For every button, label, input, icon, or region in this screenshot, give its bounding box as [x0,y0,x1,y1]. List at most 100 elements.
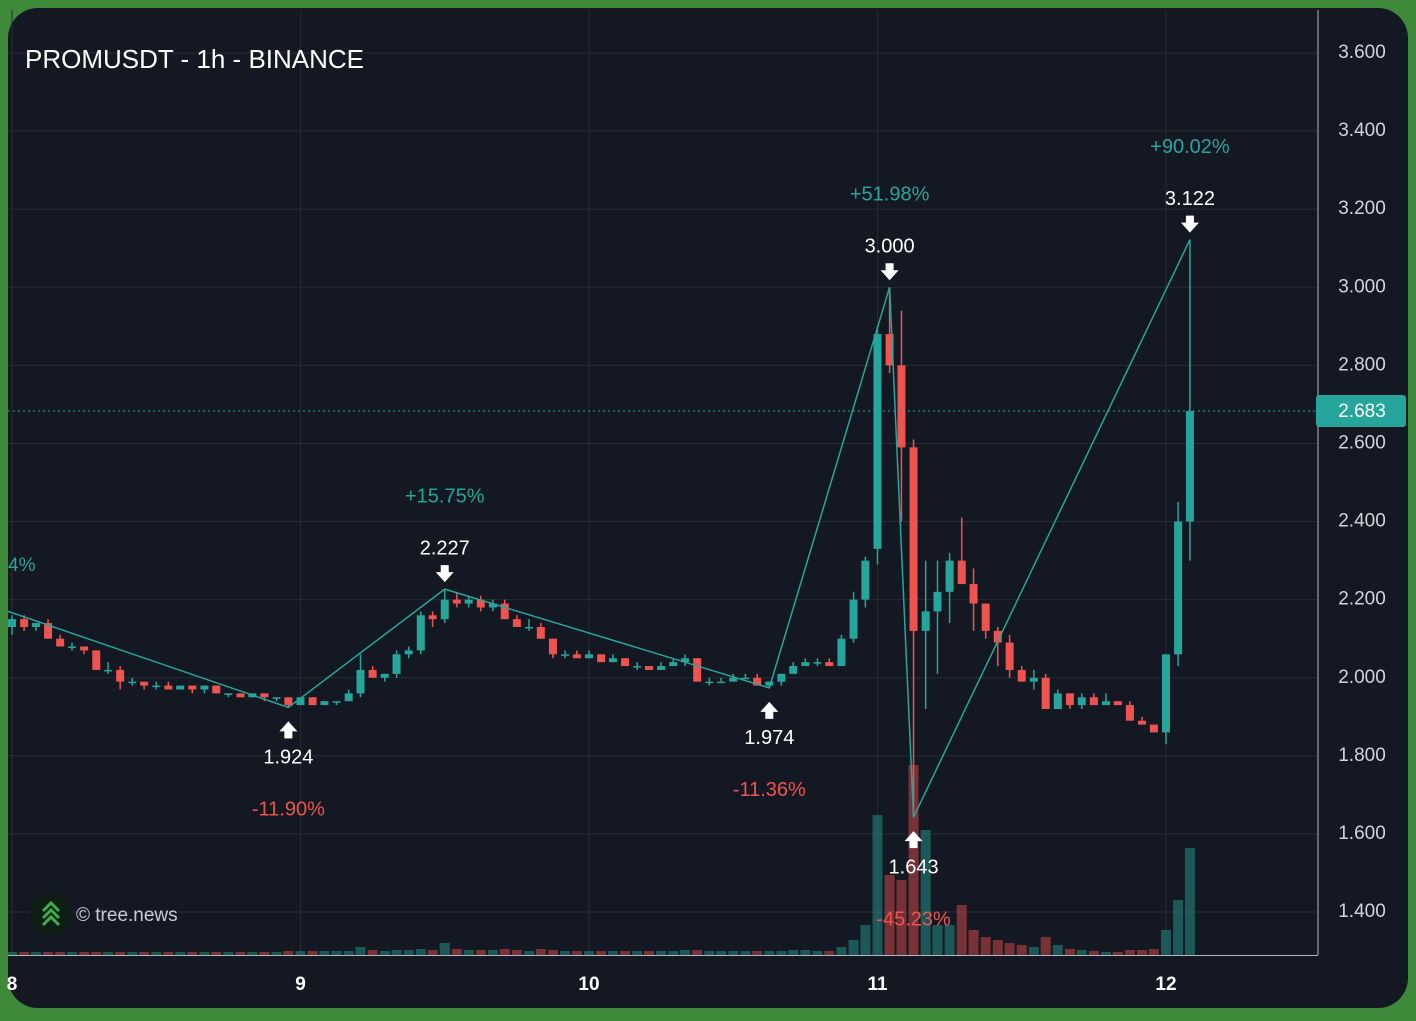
volume-bar [271,952,282,955]
candle-body [897,365,906,448]
volume-bar [956,905,967,955]
candle-body [1125,705,1134,721]
candle-body [104,669,113,672]
candle-body [657,666,666,670]
volume-bar [439,943,450,955]
volume-bar [247,952,258,955]
volume-bar [127,952,138,955]
volume-bar [55,952,66,955]
candle-body [56,638,65,647]
volume-bar [992,940,1003,955]
candle-body [200,685,209,690]
volume-bar [643,951,654,955]
candle-body [128,681,137,684]
x-tick-label: 12 [1155,974,1176,995]
candle-body [356,669,365,694]
volume-bar [67,952,78,955]
candle-body [308,697,317,706]
watermark: © tree.news [76,905,178,926]
volume-bar [728,951,739,955]
volume-bar [199,952,210,955]
volume-bar [571,951,582,955]
volume-bar [884,875,895,955]
pivot-arrow [435,565,454,583]
pivot-price-label: 1.974 [744,727,794,749]
volume-bar [1160,930,1171,955]
volume-bar [1004,943,1015,955]
volume-bar [139,952,150,955]
y-tick-label: 2.000 [1338,667,1386,688]
pivot-arrow [880,263,899,281]
candle-body [837,638,846,667]
candle-body [296,697,305,706]
candle-body [1161,654,1170,733]
pivot-arrow [760,701,779,719]
volume-bar [511,950,522,955]
candle-body [681,658,690,663]
candle-body [1005,642,1014,670]
volume-bar [583,951,594,955]
candle-body [705,681,714,684]
last-price-label: 2.683 [1338,401,1386,422]
volume-bar [920,830,931,955]
volume-bar [403,950,414,955]
x-tick-label: 9 [295,974,306,995]
grid [8,10,1318,955]
volume-bar [1052,945,1063,955]
candle-body [1053,693,1062,709]
volume-bar [547,950,558,955]
volume-bar [896,880,907,955]
volume-bar [596,951,607,955]
candle-body [1101,701,1110,706]
candle-body [176,685,185,690]
volume-bar [259,952,270,955]
candle-body [597,654,606,663]
volume-bar [211,952,222,955]
volume-bar [187,952,198,955]
candle-body [584,654,593,659]
pivot-arrow [1180,215,1199,233]
cut-change-label: 4% [8,555,36,576]
candle-body [957,560,966,585]
volume-bar [343,951,354,955]
volume-bar [1100,952,1111,955]
volume-bar [620,951,631,955]
candle-body [1017,669,1026,682]
volume-bar [427,950,438,955]
pivot-change-label: +15.75% [405,485,485,507]
candle-body [488,603,497,608]
pivot-price-label: 3.000 [865,236,915,258]
candle-body [777,673,786,682]
volume-bar [319,951,330,955]
candle-body [561,654,570,656]
candle-body [440,599,449,620]
candle-body [1041,677,1050,709]
volume-bar [752,951,763,955]
candle-body [717,681,726,684]
volume-bar [115,952,126,955]
candle-body [68,646,77,649]
volume-bar [223,952,234,955]
overlay [8,239,1318,818]
volume-bar [704,951,715,955]
y-tick-label: 2.600 [1338,432,1386,453]
volume-bar [872,815,883,955]
candle-body [981,603,990,631]
candle-body [993,630,1002,643]
candle-body [693,658,702,682]
pivot-price-label: 3.122 [1165,188,1215,210]
volume-bar [1028,947,1039,955]
candle-body [92,650,101,670]
volume-bar [79,952,90,955]
pivot-arrow [279,721,298,739]
y-tick-label: 2.200 [1338,589,1386,610]
candle-body [1185,411,1194,522]
volume-bar [451,949,462,955]
volume-bar [151,952,162,955]
candle-body [140,681,149,686]
candle-body [644,666,653,670]
volume-bar [379,951,390,955]
candle-body [1149,724,1158,733]
candle-body [152,685,161,688]
